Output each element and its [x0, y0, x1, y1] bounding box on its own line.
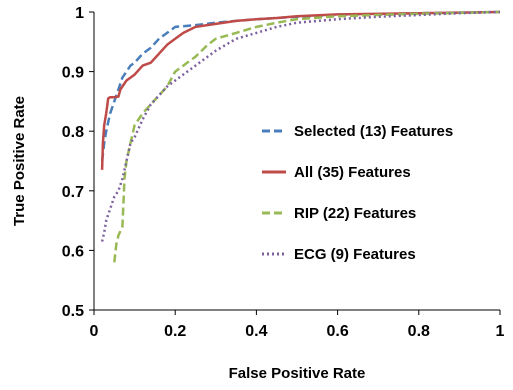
y-tick-label: 0.6 — [62, 243, 84, 260]
legend-label: All (35) Features — [294, 164, 411, 181]
plot-area — [93, 12, 500, 311]
series-layer — [100, 10, 501, 263]
y-axis-title: True Positive Rate — [11, 96, 28, 226]
series-line-3 — [113, 10, 501, 263]
legend-label: RIP (22) Features — [294, 205, 416, 222]
x-tick-label: 0.4 — [245, 323, 267, 340]
series-line-2 — [100, 10, 501, 170]
x-axis-title: False Positive Rate — [229, 365, 366, 382]
legend: Selected (13) Features All (35) Features R… — [262, 123, 453, 263]
x-tick-label: 0.2 — [164, 323, 186, 340]
legend-label: Selected (13) Features — [294, 123, 453, 140]
y-tick-group: 0.5 0.6 0.7 0.8 0.9 1 — [62, 5, 94, 320]
x-tick-label: 0 — [90, 323, 99, 340]
legend-label: ECG (9) Features — [294, 246, 416, 263]
x-tick-label: 1 — [496, 323, 505, 340]
x-tick-label: 0.6 — [326, 323, 348, 340]
x-tick-group: 0 0.2 0.4 0.6 0.8 1 — [90, 310, 505, 340]
y-tick-label: 0.5 — [62, 303, 84, 320]
y-tick-label: 0.7 — [62, 184, 84, 201]
y-tick-label: 0.9 — [62, 65, 84, 82]
series-line-4 — [100, 10, 501, 242]
y-tick-label: 1 — [75, 5, 84, 22]
y-tick-label: 0.8 — [62, 124, 84, 141]
x-tick-label: 0.8 — [408, 323, 430, 340]
